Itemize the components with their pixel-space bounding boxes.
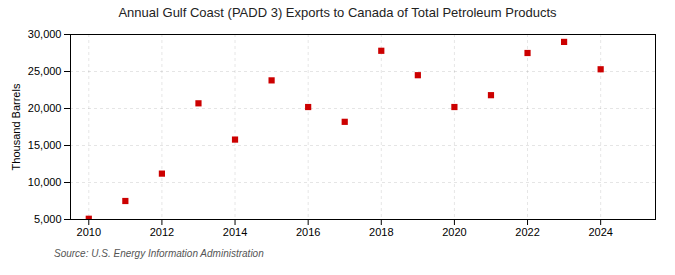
svg-text:10,000: 10,000 [28,176,62,188]
svg-text:2010: 2010 [77,226,101,238]
svg-text:30,000: 30,000 [28,28,62,40]
svg-text:2012: 2012 [150,226,174,238]
svg-text:2022: 2022 [515,226,539,238]
svg-text:25,000: 25,000 [28,65,62,77]
svg-text:2018: 2018 [369,226,393,238]
svg-text:2024: 2024 [588,226,612,238]
svg-text:2016: 2016 [296,226,320,238]
svg-text:15,000: 15,000 [28,139,62,151]
html-text:Annual Gulf Coast (PADD 3) Exp: Annual Gulf Coast (PADD 3) Exports to Ca… [118,5,557,20]
svg-text:Thousand Barrels: Thousand Barrels [10,83,22,170]
svg-text:5,000: 5,000 [34,213,62,225]
html-text:Source: U.S. Energy Informatio: Source: U.S. Energy Information Administ… [54,248,264,259]
svg-text:2014: 2014 [223,226,247,238]
svg-text:2020: 2020 [442,226,466,238]
svg-text:20,000: 20,000 [28,102,62,114]
